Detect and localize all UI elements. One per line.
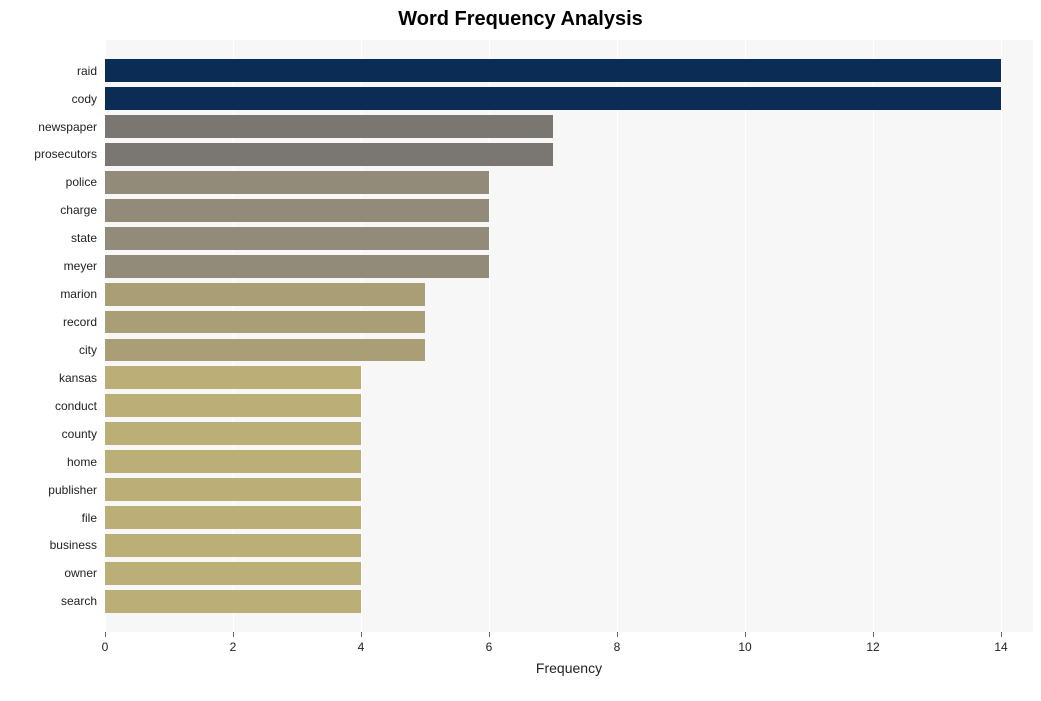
gridline <box>617 40 618 632</box>
bar <box>105 450 361 473</box>
y-tick-label: search <box>61 594 97 608</box>
x-tick-label: 10 <box>738 640 751 654</box>
x-tick-label: 8 <box>614 640 621 654</box>
chart-container: Word Frequency Analysis Frequency 0 2 4 6 8 1… <box>0 0 1041 701</box>
x-tick-label: 12 <box>866 640 879 654</box>
gridline <box>873 40 874 632</box>
y-tick-label: raid <box>77 64 97 78</box>
bar <box>105 590 361 613</box>
y-tick-label: meyer <box>64 259 97 273</box>
x-tick-mark <box>745 632 746 637</box>
bar <box>105 394 361 417</box>
bar <box>105 171 489 194</box>
chart-title: Word Frequency Analysis <box>0 8 1041 31</box>
y-tick-label: police <box>66 175 97 189</box>
gridline <box>1001 40 1002 632</box>
y-tick-label: county <box>62 427 97 441</box>
x-tick-mark <box>617 632 618 637</box>
y-tick-label: charge <box>60 203 97 217</box>
y-tick-label: kansas <box>59 371 97 385</box>
y-tick-label: home <box>67 455 97 469</box>
y-tick-label: record <box>63 315 97 329</box>
plot-area <box>105 40 1033 632</box>
bar <box>105 311 425 334</box>
y-tick-label: cody <box>72 92 97 106</box>
y-tick-label: conduct <box>55 399 97 413</box>
bar <box>105 87 1001 110</box>
x-tick-mark <box>873 632 874 637</box>
y-tick-label: owner <box>64 566 97 580</box>
y-tick-label: newspaper <box>38 120 97 134</box>
x-tick-label: 14 <box>994 640 1007 654</box>
bar <box>105 143 553 166</box>
x-tick-label: 0 <box>102 640 109 654</box>
bar <box>105 255 489 278</box>
bar <box>105 339 425 362</box>
y-tick-label: city <box>79 343 97 357</box>
x-tick-label: 2 <box>230 640 237 654</box>
gridline <box>745 40 746 632</box>
bar <box>105 506 361 529</box>
x-tick-label: 4 <box>358 640 365 654</box>
bar <box>105 534 361 557</box>
bar <box>105 115 553 138</box>
y-tick-label: marion <box>60 287 97 301</box>
bar <box>105 199 489 222</box>
bar <box>105 59 1001 82</box>
x-axis-title: Frequency <box>105 660 1033 676</box>
y-tick-label: publisher <box>48 483 97 497</box>
y-tick-label: prosecutors <box>34 147 97 161</box>
y-tick-label: state <box>71 231 97 245</box>
x-tick-mark <box>1001 632 1002 637</box>
bar <box>105 562 361 585</box>
bar <box>105 422 361 445</box>
x-tick-label: 6 <box>486 640 493 654</box>
bar <box>105 283 425 306</box>
bar <box>105 478 361 501</box>
bar <box>105 366 361 389</box>
x-tick-mark <box>489 632 490 637</box>
x-tick-mark <box>105 632 106 637</box>
y-tick-label: business <box>50 538 97 552</box>
x-tick-mark <box>361 632 362 637</box>
y-tick-label: file <box>82 511 97 525</box>
x-tick-mark <box>233 632 234 637</box>
bar <box>105 227 489 250</box>
